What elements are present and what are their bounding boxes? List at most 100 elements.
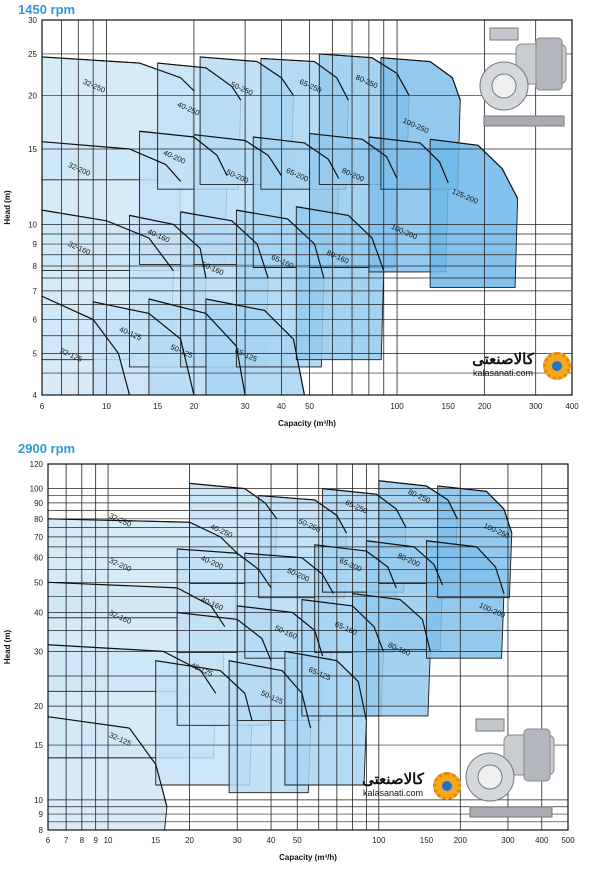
series-curve-32-125 bbox=[47, 716, 168, 807]
series-curve-50-200 bbox=[193, 134, 282, 176]
series-curve-100-250 bbox=[437, 485, 513, 534]
y-tick-label: 20 bbox=[34, 702, 43, 711]
centrifugal-pump-icon bbox=[479, 27, 567, 127]
x-tick-label: 9 bbox=[93, 836, 98, 845]
series-curve-40-125 bbox=[155, 660, 253, 721]
series-curve-40-200 bbox=[139, 130, 228, 176]
y-tick-label: 10 bbox=[34, 796, 43, 805]
y-tick-label: 15 bbox=[28, 145, 37, 154]
y-tick-label: 40 bbox=[34, 608, 43, 617]
x-tick-label: 10 bbox=[102, 402, 111, 411]
y-tick-label: 70 bbox=[34, 533, 43, 542]
series-curve-40-160 bbox=[177, 611, 272, 661]
gear-logo-icon bbox=[543, 352, 571, 380]
series-curve-50-125 bbox=[229, 660, 312, 729]
series-curve-32-200 bbox=[41, 141, 182, 182]
plot-frame bbox=[47, 463, 569, 831]
chart-title-2900: 2900 rpm bbox=[18, 441, 76, 456]
series-curve-65-160 bbox=[236, 209, 325, 279]
y-axis-label: Head (m) bbox=[3, 630, 12, 665]
series-curve-65-250 bbox=[322, 488, 407, 528]
series-curve-40-200 bbox=[177, 548, 272, 589]
x-tick-label: 30 bbox=[233, 836, 242, 845]
x-tick-label: 300 bbox=[501, 836, 515, 845]
x-tick-label: 6 bbox=[40, 402, 45, 411]
series-curve-50-200 bbox=[244, 552, 334, 594]
series-curve-65-200 bbox=[314, 544, 397, 589]
x-tick-label: 50 bbox=[293, 836, 302, 845]
series-curve-100-200 bbox=[368, 136, 449, 184]
series-curve-32-200 bbox=[47, 581, 226, 628]
series-curve-50-250 bbox=[258, 494, 348, 534]
brand-name-ar: کالاصنعتی bbox=[472, 351, 534, 368]
x-axis-label: Capacity (m³/h) bbox=[278, 419, 336, 428]
y-tick-label: 50 bbox=[34, 578, 43, 587]
brand-logo-bottom: کالاصنعتی kalasanati.com bbox=[352, 770, 434, 798]
x-tick-label: 15 bbox=[153, 402, 162, 411]
x-axis-label: Capacity (m³/h) bbox=[279, 853, 337, 862]
series-curve-65-160 bbox=[301, 599, 384, 652]
brand-name-en: kalasanati.com bbox=[472, 368, 534, 378]
series-curve-80-200 bbox=[366, 540, 444, 586]
x-tick-label: 100 bbox=[390, 402, 404, 411]
y-tick-label: 15 bbox=[34, 741, 43, 750]
brand-name-ar: کالاصنعتی bbox=[362, 771, 424, 788]
x-tick-label: 20 bbox=[189, 402, 198, 411]
y-tick-label: 25 bbox=[28, 50, 37, 59]
brand-logo-top: کالاصنعتی kalasanati.com bbox=[462, 350, 544, 378]
y-tick-label: 8 bbox=[39, 826, 44, 835]
x-tick-label: 200 bbox=[454, 836, 468, 845]
centrifugal-pump-icon bbox=[465, 718, 555, 818]
x-tick-label: 400 bbox=[535, 836, 549, 845]
y-tick-label: 60 bbox=[34, 554, 43, 563]
series-curve-40-250 bbox=[157, 62, 242, 101]
x-tick-label: 40 bbox=[267, 836, 276, 845]
series-curve-65-200 bbox=[253, 136, 340, 179]
series-curve-32-160 bbox=[41, 209, 174, 272]
series-curve-125-200 bbox=[430, 138, 519, 199]
x-tick-label: 20 bbox=[185, 836, 194, 845]
series-curve-65-125 bbox=[205, 298, 306, 396]
series-curve-100-250 bbox=[380, 57, 461, 101]
y-tick-label: 4 bbox=[33, 391, 38, 400]
series-curve-32-125 bbox=[41, 295, 131, 396]
y-tick-label: 10 bbox=[28, 220, 37, 229]
series-curve-80-200 bbox=[309, 132, 398, 179]
x-tick-label: 30 bbox=[241, 402, 250, 411]
y-tick-label: 80 bbox=[34, 515, 43, 524]
series-curve-80-250 bbox=[319, 53, 410, 96]
x-tick-label: 50 bbox=[305, 402, 314, 411]
y-tick-label: 9 bbox=[33, 240, 38, 249]
chart-2900-rpm: 32-12532-16032-20032-25040-12540-16040-2… bbox=[3, 460, 575, 862]
x-tick-label: 400 bbox=[565, 402, 579, 411]
series-curve-40-250 bbox=[189, 482, 278, 520]
y-tick-label: 30 bbox=[28, 16, 37, 25]
series-curve-40-160 bbox=[129, 214, 207, 279]
y-tick-label: 90 bbox=[34, 499, 43, 508]
series-curve-80-160 bbox=[296, 206, 385, 271]
series-curve-50-160 bbox=[180, 211, 269, 279]
series-curve-80-160 bbox=[352, 592, 431, 652]
x-tick-label: 6 bbox=[46, 836, 51, 845]
x-tick-label: 200 bbox=[478, 402, 492, 411]
y-tick-label: 30 bbox=[34, 647, 43, 656]
y-tick-label: 120 bbox=[30, 460, 44, 469]
y-tick-label: 20 bbox=[28, 91, 37, 100]
y-tick-label: 8 bbox=[33, 262, 38, 271]
y-tick-label: 7 bbox=[33, 287, 38, 296]
plot-frame bbox=[41, 19, 573, 396]
series-curve-32-250 bbox=[41, 56, 195, 92]
y-tick-label: 100 bbox=[30, 485, 44, 494]
series-curve-65-125 bbox=[284, 650, 367, 721]
series-curve-40-125 bbox=[93, 301, 195, 396]
series-curve-65-250 bbox=[260, 57, 349, 101]
x-tick-label: 8 bbox=[80, 836, 85, 845]
x-tick-label: 15 bbox=[151, 836, 160, 845]
y-axis-label: Head (m) bbox=[3, 190, 12, 225]
brand-name-en: kalasanati.com bbox=[362, 788, 424, 798]
series-curve-80-250 bbox=[378, 480, 458, 520]
x-tick-label: 10 bbox=[104, 836, 113, 845]
series-curve-32-250 bbox=[47, 518, 238, 554]
series-curve-50-160 bbox=[237, 605, 324, 657]
x-tick-label: 7 bbox=[64, 836, 69, 845]
